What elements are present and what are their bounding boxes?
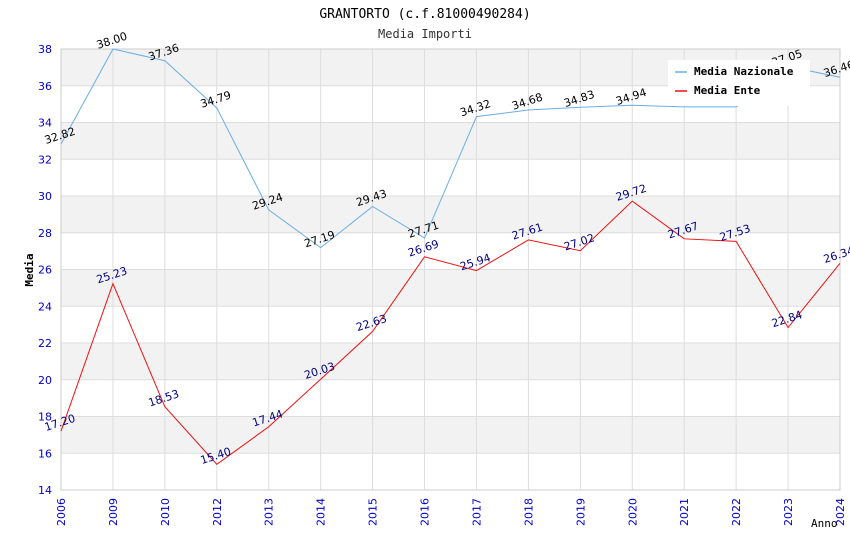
y-tick-label: 16 [38, 447, 52, 460]
plot-band [61, 269, 840, 307]
y-tick-label: 38 [38, 43, 52, 56]
y-tick-label: 20 [38, 374, 52, 387]
x-tick-label: 2016 [419, 498, 432, 526]
series-line-media-ente [60, 200, 841, 465]
x-tick-label: 2018 [522, 498, 535, 526]
x-tick-label: 2022 [730, 498, 743, 526]
x-tick-label: 2006 [55, 498, 68, 526]
x-tick-label: 2014 [315, 498, 328, 526]
x-tick-label: 2023 [782, 498, 795, 526]
x-tick-label: 2020 [626, 498, 639, 526]
y-tick-label: 30 [38, 190, 52, 203]
legend: Media Nazionale Media Ente [668, 60, 810, 106]
y-axis-ticks: 14 16 18 20 22 24 26 28 30 32 34 36 38 [38, 43, 52, 497]
data-label-nazionale: 38.00 [95, 30, 129, 52]
y-tick-label: 14 [38, 484, 52, 497]
x-tick-label: 2013 [263, 498, 276, 526]
y-tick-label: 18 [38, 411, 52, 424]
chart-subtitle: Media Importi [378, 27, 472, 41]
x-tick-label: 2019 [574, 498, 587, 526]
data-label-nazionale: 34.32 [458, 97, 492, 119]
y-tick-label: 36 [38, 80, 52, 93]
y-tick-label: 28 [38, 227, 52, 240]
y-tick-label: 34 [38, 117, 52, 130]
x-tick-label: 2017 [470, 498, 483, 526]
y-axis-title: Media [23, 253, 36, 286]
plot-band [61, 122, 840, 160]
y-tick-label: 26 [38, 264, 52, 277]
x-axis-ticks: 2006 2009 2010 2012 2013 2014 2015 2016 2017 2018… [55, 498, 847, 526]
x-tick-label: 2010 [159, 498, 172, 526]
x-tick-label: 2024 [834, 498, 847, 526]
y-tick-label: 24 [38, 300, 52, 313]
plot-band [61, 416, 840, 454]
plot-band [61, 196, 840, 233]
x-tick-label: 2015 [367, 498, 380, 526]
x-axis-title: Anno [811, 517, 838, 530]
legend-label-nazionale: Media Nazionale [694, 65, 794, 78]
data-label-ente: 22.63 [355, 312, 389, 334]
plot-frame [60, 48, 841, 491]
gridlines [60, 48, 841, 491]
legend-label-ente: Media Ente [694, 84, 761, 97]
legend-box [668, 60, 810, 106]
x-tick-label: 2012 [211, 498, 224, 526]
y-tick-label: 32 [38, 153, 52, 166]
series-line-media-nazionale [60, 48, 841, 249]
x-tick-label: 2009 [107, 498, 120, 526]
data-label-ente: 26.69 [406, 237, 440, 259]
data-label-ente: 22.84 [770, 308, 804, 330]
plot-band [61, 343, 840, 380]
chart-title: GRANTORTO (c.f.81000490284) [319, 7, 530, 22]
y-tick-label: 22 [38, 337, 52, 350]
data-label-nazionale: 34.94 [614, 86, 648, 108]
x-tick-label: 2021 [678, 498, 691, 526]
data-label-ente: 18.53 [147, 387, 181, 409]
series-lines [60, 48, 841, 465]
data-label-ente: 26.34 [822, 244, 850, 266]
